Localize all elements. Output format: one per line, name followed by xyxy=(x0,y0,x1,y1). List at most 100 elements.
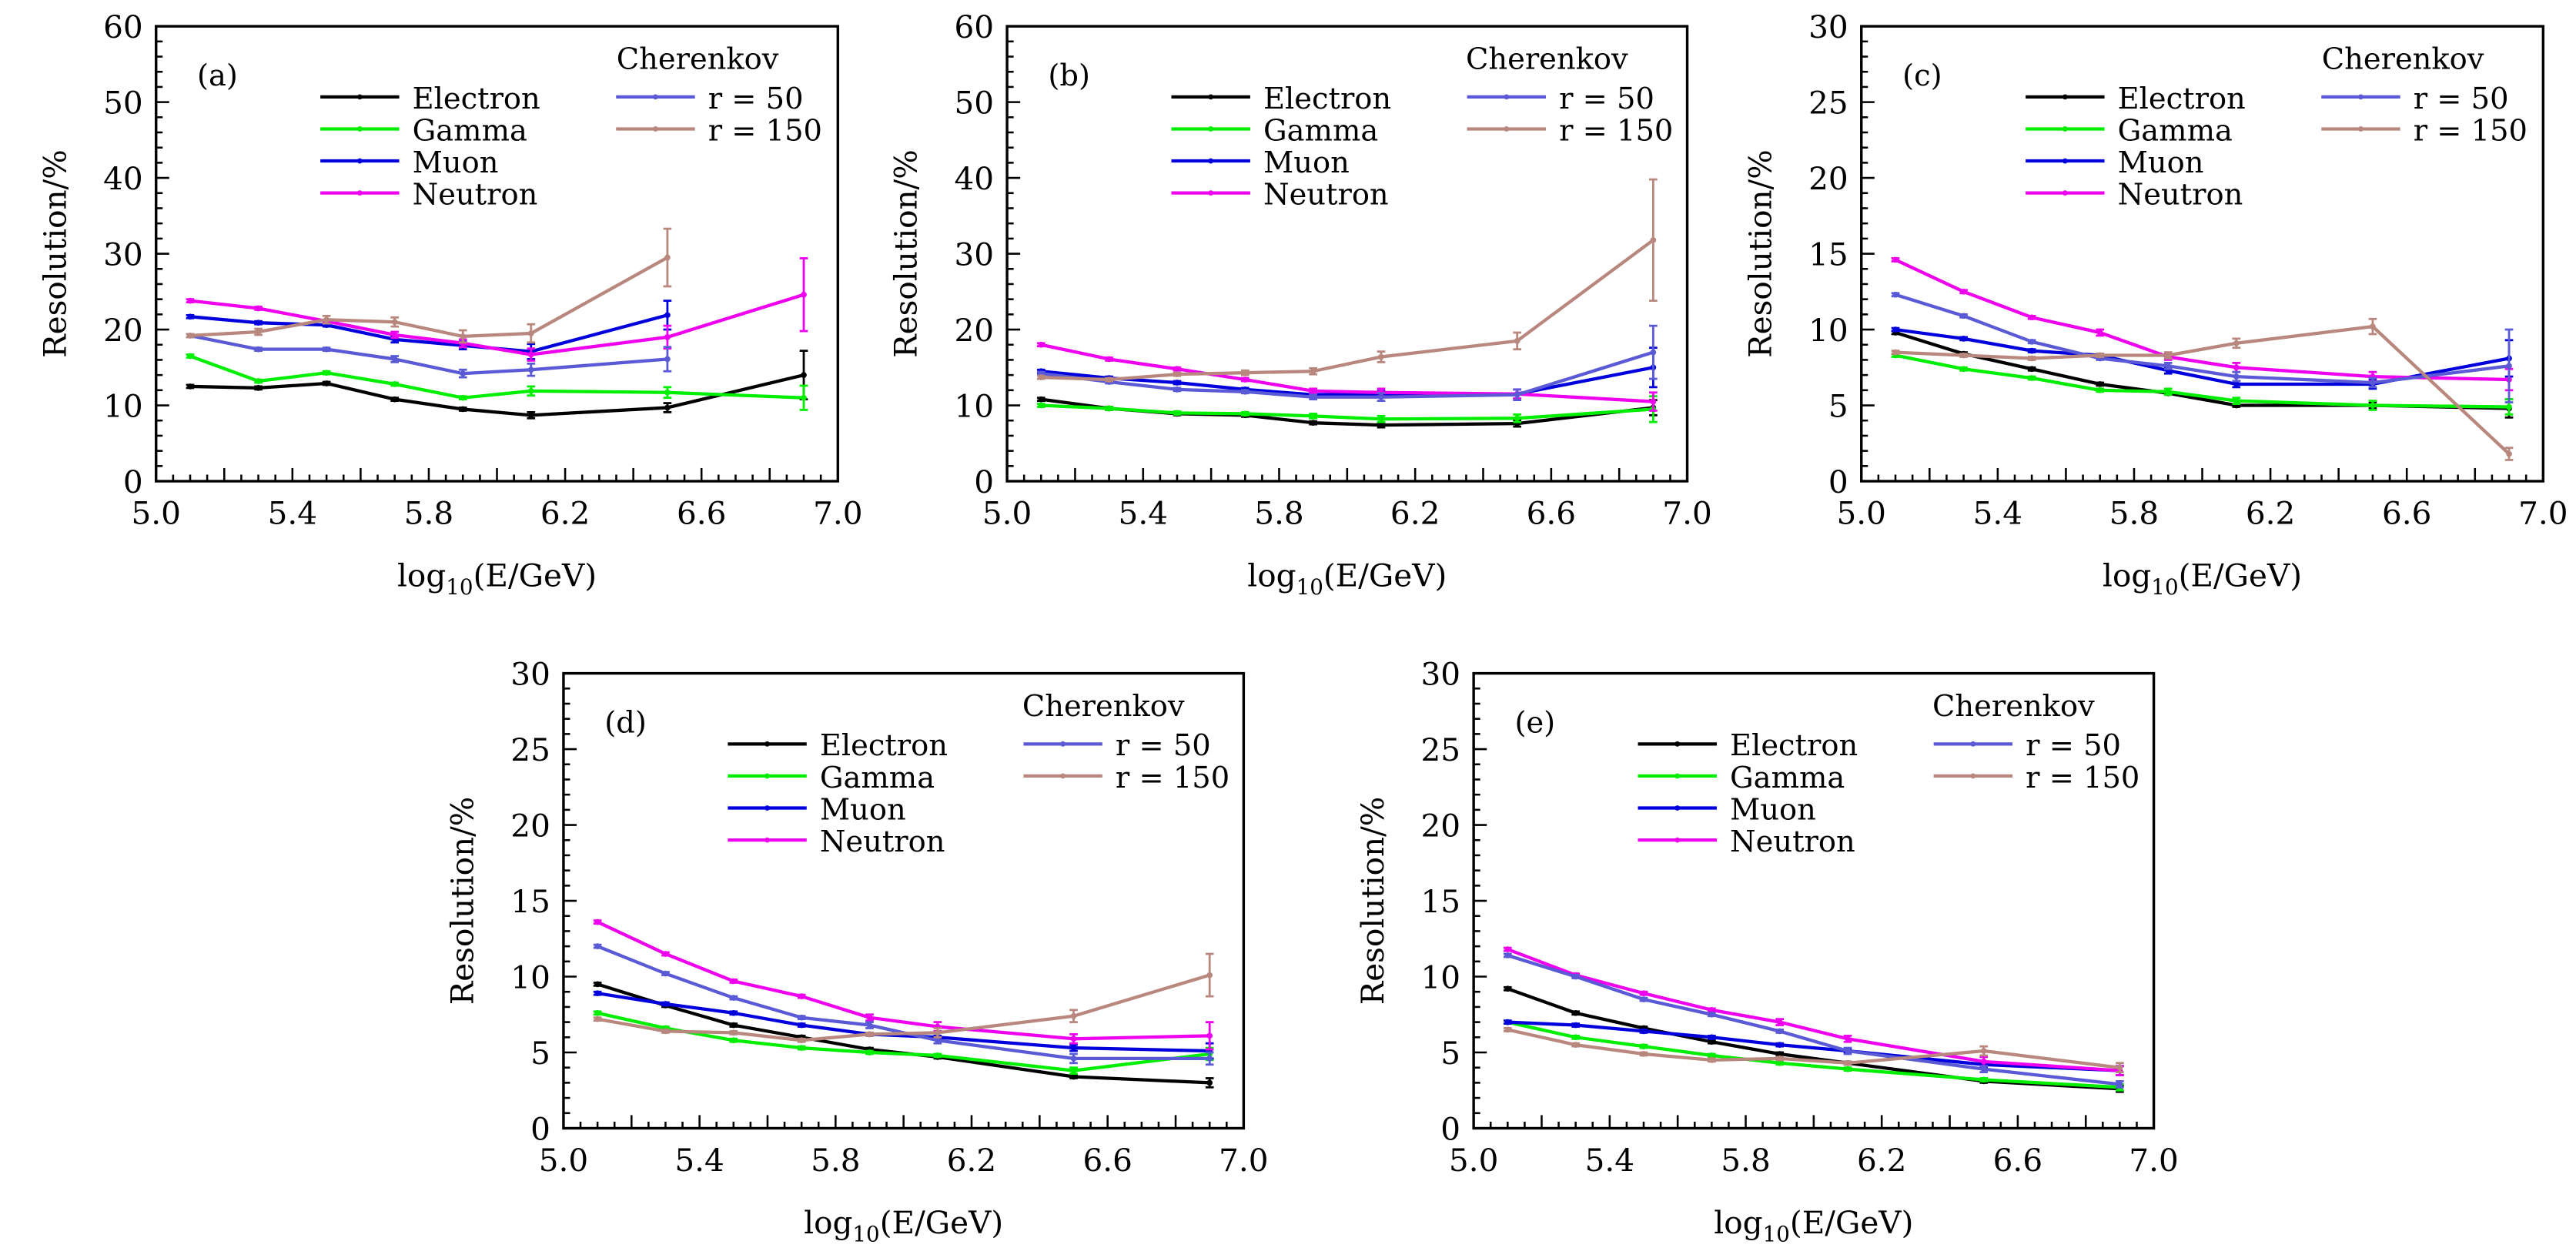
legend-marker-electron xyxy=(356,94,363,100)
legend-label-r50: r = 50 xyxy=(1116,728,1211,763)
legend-item-r150: r = 150 xyxy=(1933,761,2139,795)
data-point xyxy=(187,313,193,320)
data-point xyxy=(2029,314,2035,321)
legend-marker-neutron xyxy=(1674,837,1681,843)
data-point xyxy=(866,1014,873,1021)
legend-marker-r150 xyxy=(2358,126,2364,132)
legend-marker-neutron xyxy=(1208,190,1214,196)
x-tick-label: 5.4 xyxy=(1973,494,2022,531)
data-point xyxy=(664,404,671,411)
legend-label-electron: Electron xyxy=(1263,82,1391,116)
data-point xyxy=(594,943,601,949)
legend-label-r50: r = 50 xyxy=(1559,82,1654,116)
x-tick-label: 6.6 xyxy=(677,494,726,531)
legend-item-neutron: Neutron xyxy=(1638,825,1855,859)
legend-marker-r50 xyxy=(1060,741,1066,747)
data-point xyxy=(1310,387,1316,394)
y-tick-label: 20 xyxy=(1808,160,1848,197)
data-point xyxy=(1708,1052,1715,1059)
data-point xyxy=(1070,1073,1077,1080)
series-line-r50 xyxy=(597,945,1210,1061)
data-point xyxy=(730,1022,737,1029)
data-point xyxy=(1206,1079,1213,1086)
data-point xyxy=(934,1029,941,1036)
data-point xyxy=(1572,1034,1579,1041)
data-point xyxy=(1980,1076,1987,1083)
x-tick-label: 5.0 xyxy=(131,494,180,531)
y-tick-label: 0 xyxy=(530,1110,550,1147)
data-point xyxy=(255,305,262,312)
y-tick-label: 40 xyxy=(954,160,994,197)
panel-d: 5.0 5.4 5.8 6.2 6.6 7.0 0 5 10 15 20 25 30 log10(E/Ge… xyxy=(444,656,1269,1247)
series-line-r50 xyxy=(1507,953,2120,1086)
legend-label-muon: Muon xyxy=(1263,146,1350,180)
data-point xyxy=(1776,1059,1783,1066)
data-point xyxy=(2506,450,2512,457)
y-tick-label: 15 xyxy=(1420,883,1460,920)
legend-marker-r50 xyxy=(1970,741,1976,747)
y-tick-label: 50 xyxy=(954,85,994,122)
x-tick-label: 6.2 xyxy=(2246,494,2295,531)
legend-label-neutron: Neutron xyxy=(1730,825,1855,859)
legend-item-r50: r = 50 xyxy=(1933,728,2121,763)
data-point xyxy=(1070,1012,1077,1019)
data-point xyxy=(1504,952,1511,959)
y-axis-label: Resolution/% xyxy=(1354,797,1391,1005)
legend-label-neutron: Neutron xyxy=(1263,178,1389,212)
data-point xyxy=(662,970,669,977)
legend-label-r50: r = 50 xyxy=(2414,82,2509,116)
x-tick-label: 7.0 xyxy=(2518,494,2568,531)
data-point xyxy=(1892,349,1899,356)
data-point xyxy=(594,918,601,925)
legend-item-muon: Muon xyxy=(728,792,906,827)
y-axis-label: Resolution/% xyxy=(36,149,73,358)
data-point xyxy=(2029,355,2035,362)
data-point xyxy=(527,366,534,373)
legend-marker-r150 xyxy=(1504,126,1510,132)
data-point xyxy=(1641,990,1647,997)
legend-marker-muon xyxy=(2062,158,2068,164)
data-point xyxy=(1378,393,1384,400)
legend-marker-neutron xyxy=(764,837,770,843)
x-tick-label: 6.2 xyxy=(1857,1142,1906,1179)
y-axis-label: Resolution/% xyxy=(444,797,481,1005)
legend-item-electron: Electron xyxy=(2026,82,2246,116)
data-point xyxy=(460,333,467,340)
data-point xyxy=(1960,313,1967,320)
legend-item-electron: Electron xyxy=(1171,82,1391,116)
x-tick-label: 6.2 xyxy=(1390,494,1440,531)
data-point xyxy=(2506,403,2512,410)
x-tick-label: 5.0 xyxy=(539,1142,588,1179)
data-point xyxy=(2116,1064,2123,1071)
data-point xyxy=(1174,371,1180,377)
x-tick-label: 5.8 xyxy=(1254,494,1303,531)
data-point xyxy=(1892,256,1899,263)
legend-item-gamma: Gamma xyxy=(728,761,935,795)
data-point xyxy=(1776,1042,1783,1048)
data-point xyxy=(2233,340,2240,346)
x-tick-label: 5.8 xyxy=(1721,1142,1770,1179)
legend-marker-gamma xyxy=(1674,773,1681,779)
data-point xyxy=(801,372,807,378)
data-point xyxy=(664,254,671,261)
data-point xyxy=(1310,420,1316,427)
legend-marker-r50 xyxy=(653,94,658,100)
data-point xyxy=(1960,336,1967,342)
x-axis-label: log10(E/GeV) xyxy=(1714,1204,1913,1247)
x-tick-label: 5.8 xyxy=(404,494,453,531)
legend-item-muon: Muon xyxy=(320,146,499,180)
data-point xyxy=(2233,373,2240,380)
x-tick-label: 7.0 xyxy=(1662,494,1711,531)
legend-item-muon: Muon xyxy=(1171,146,1350,180)
data-point xyxy=(934,1052,941,1059)
data-point xyxy=(798,1045,805,1051)
y-tick-label: 20 xyxy=(954,312,994,349)
legend-label-muon: Muon xyxy=(1730,792,1816,827)
data-point xyxy=(391,356,398,363)
series-r150 xyxy=(1503,1026,2124,1073)
data-point xyxy=(460,370,467,377)
series-line-gamma xyxy=(189,354,805,400)
data-point xyxy=(1776,1019,1783,1025)
